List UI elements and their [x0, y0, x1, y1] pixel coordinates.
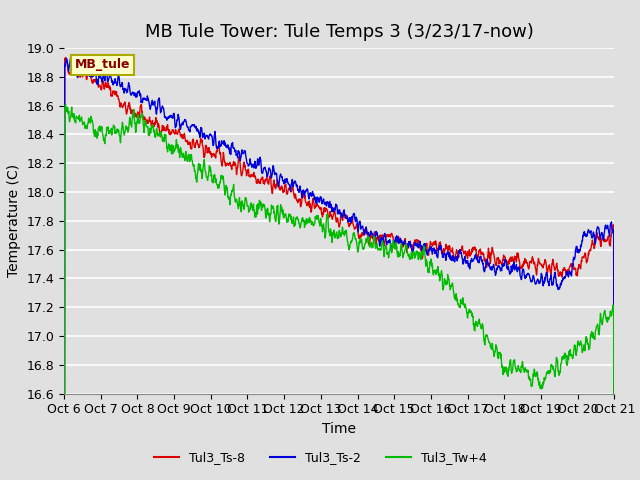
Title: MB Tule Tower: Tule Temps 3 (3/23/17-now): MB Tule Tower: Tule Temps 3 (3/23/17-now…	[145, 23, 534, 41]
X-axis label: Time: Time	[322, 422, 356, 436]
Text: MB_tule: MB_tule	[75, 59, 131, 72]
Legend: Tul3_Ts-8, Tul3_Ts-2, Tul3_Tw+4: Tul3_Ts-8, Tul3_Ts-2, Tul3_Tw+4	[148, 446, 492, 469]
Y-axis label: Temperature (C): Temperature (C)	[7, 164, 21, 277]
